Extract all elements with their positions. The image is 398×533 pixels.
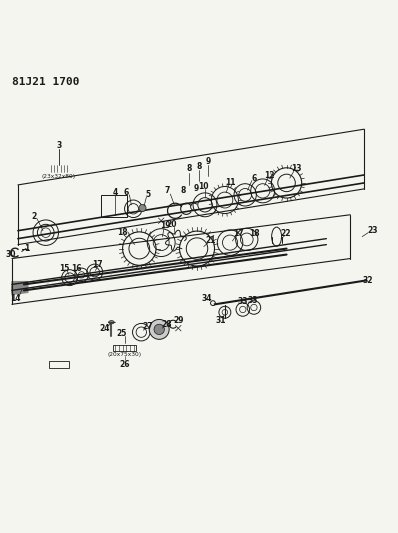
Text: 6: 6 xyxy=(251,174,257,183)
Text: 81J21 1700: 81J21 1700 xyxy=(12,77,80,87)
Bar xyxy=(113,344,136,351)
Circle shape xyxy=(149,319,169,340)
Text: 29: 29 xyxy=(174,316,184,325)
Text: 6: 6 xyxy=(124,188,129,197)
Text: 15: 15 xyxy=(59,264,70,273)
Text: 18: 18 xyxy=(250,229,260,238)
Text: 5: 5 xyxy=(146,190,150,199)
Text: 33: 33 xyxy=(238,297,248,306)
Text: 25: 25 xyxy=(116,329,127,338)
Text: 23: 23 xyxy=(367,226,377,235)
Text: 17: 17 xyxy=(92,260,103,269)
Text: 8: 8 xyxy=(186,165,192,173)
Text: 13: 13 xyxy=(291,165,302,173)
Text: 22: 22 xyxy=(281,229,291,238)
Text: 12: 12 xyxy=(265,171,275,180)
Text: 26: 26 xyxy=(119,360,130,368)
Text: 19: 19 xyxy=(160,221,170,230)
Text: 30: 30 xyxy=(6,250,16,259)
Text: 32: 32 xyxy=(363,276,373,285)
Text: 24: 24 xyxy=(99,324,109,333)
Text: 4: 4 xyxy=(113,188,118,197)
Text: (23x32x80): (23x32x80) xyxy=(42,174,76,180)
Ellipse shape xyxy=(109,321,114,324)
Text: 34: 34 xyxy=(202,294,212,303)
Polygon shape xyxy=(12,285,24,293)
Polygon shape xyxy=(12,281,28,294)
Text: 18: 18 xyxy=(117,228,128,237)
Text: 33: 33 xyxy=(248,296,258,305)
Circle shape xyxy=(139,205,146,212)
Text: 11: 11 xyxy=(225,177,235,187)
Text: 7: 7 xyxy=(164,187,170,196)
Text: 21: 21 xyxy=(205,236,215,245)
Text: 3: 3 xyxy=(56,141,62,150)
Bar xyxy=(49,361,69,368)
Text: 31: 31 xyxy=(216,316,226,325)
Text: (20x75x30): (20x75x30) xyxy=(107,352,142,357)
Text: 9: 9 xyxy=(193,184,199,193)
Text: 2: 2 xyxy=(31,212,37,221)
Text: 14: 14 xyxy=(10,294,20,303)
Text: 20: 20 xyxy=(166,220,176,229)
Bar xyxy=(101,195,127,217)
Text: 8: 8 xyxy=(196,161,202,171)
Text: 8: 8 xyxy=(180,185,186,195)
Text: 17: 17 xyxy=(233,229,243,238)
Text: 9: 9 xyxy=(205,157,211,166)
Text: 27: 27 xyxy=(142,322,152,330)
Text: 16: 16 xyxy=(71,264,82,273)
Text: 28: 28 xyxy=(161,320,172,329)
Text: 1: 1 xyxy=(24,244,30,253)
Circle shape xyxy=(154,324,164,335)
Text: 10: 10 xyxy=(198,182,208,191)
